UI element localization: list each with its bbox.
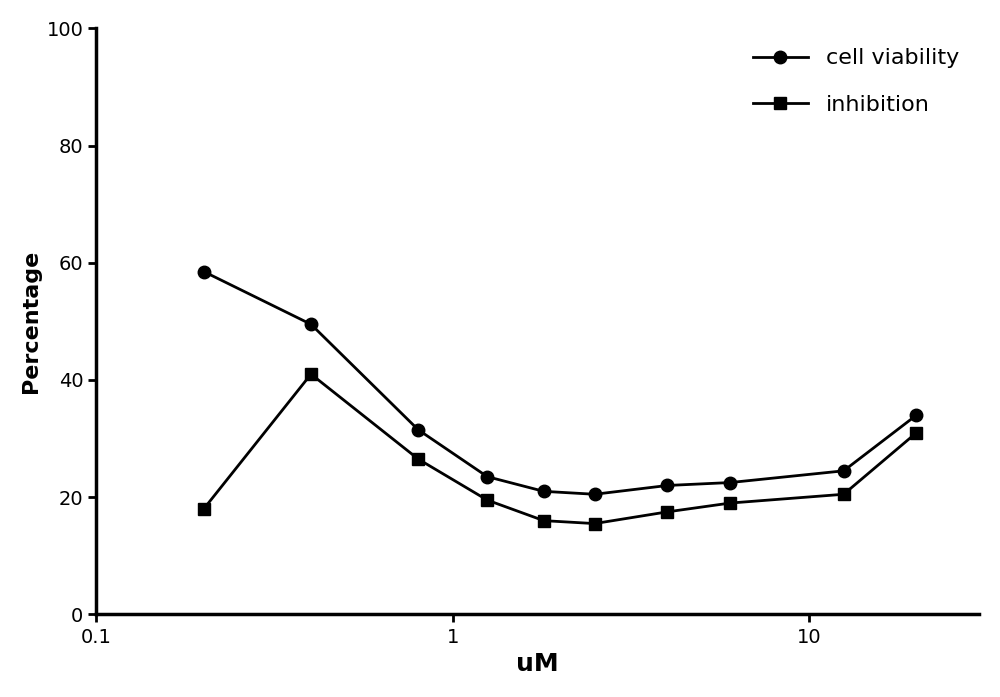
cell viability xyxy=(198,268,210,276)
inhibition xyxy=(538,516,550,525)
inhibition xyxy=(589,519,601,528)
Legend: cell viability, inhibition: cell viability, inhibition xyxy=(744,40,968,124)
cell viability xyxy=(724,478,736,487)
inhibition xyxy=(838,490,850,498)
inhibition xyxy=(481,496,493,505)
X-axis label: uM: uM xyxy=(516,652,559,676)
cell viability xyxy=(661,482,673,490)
inhibition xyxy=(305,370,317,378)
Line: inhibition: inhibition xyxy=(197,368,923,530)
inhibition xyxy=(910,429,922,437)
cell viability xyxy=(838,467,850,475)
cell viability xyxy=(481,473,493,481)
inhibition xyxy=(412,455,424,464)
inhibition xyxy=(661,507,673,516)
inhibition xyxy=(198,505,210,513)
cell viability xyxy=(910,411,922,420)
cell viability xyxy=(412,426,424,434)
inhibition xyxy=(724,499,736,507)
Line: cell viability: cell viability xyxy=(197,266,923,500)
cell viability xyxy=(305,320,317,328)
cell viability xyxy=(589,490,601,498)
cell viability xyxy=(538,487,550,496)
Y-axis label: Percentage: Percentage xyxy=(21,250,41,393)
